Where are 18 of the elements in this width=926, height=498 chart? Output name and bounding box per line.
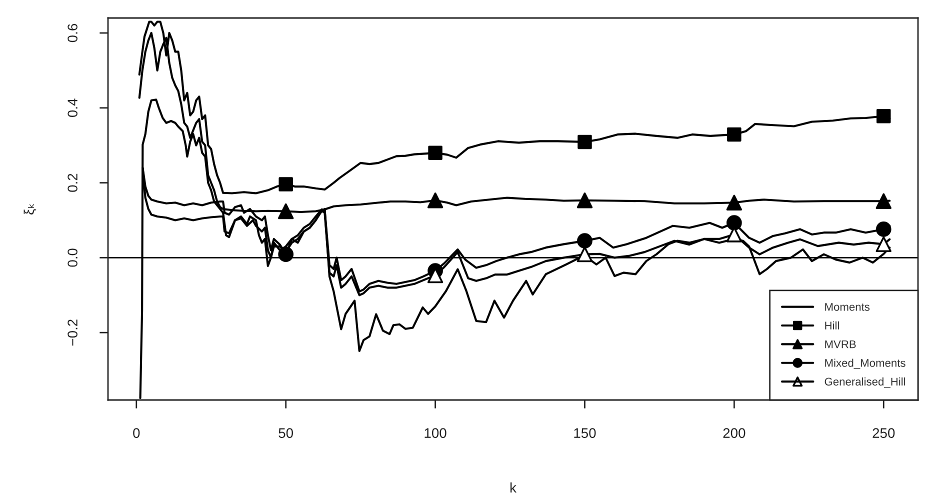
y-tick-label: 0.4	[68, 98, 78, 117]
x-tick-label: 250	[872, 428, 895, 438]
legend-label: Hill	[825, 321, 839, 330]
y-tick-label: 0.0	[68, 248, 78, 267]
y-axis-title: ξₖ	[24, 204, 36, 214]
x-tick-label: 150	[574, 428, 596, 438]
legend-label: Generalised_Hill	[824, 377, 906, 388]
x-tick-label: 0	[133, 428, 140, 438]
y-tick-label: 0.2	[68, 174, 78, 192]
x-axis-title: k	[510, 482, 516, 492]
legend-label: Moments	[825, 303, 870, 311]
x-tick-label: 50	[278, 428, 294, 438]
legend-label: Mixed_Moments	[825, 358, 906, 369]
x-tick-label: 200	[723, 428, 746, 438]
legend-label: MVRB	[825, 340, 856, 348]
y-tick-label: −0.2	[68, 320, 78, 346]
x-tick-label: 100	[424, 428, 446, 438]
y-tick-label: 0.6	[68, 24, 78, 42]
